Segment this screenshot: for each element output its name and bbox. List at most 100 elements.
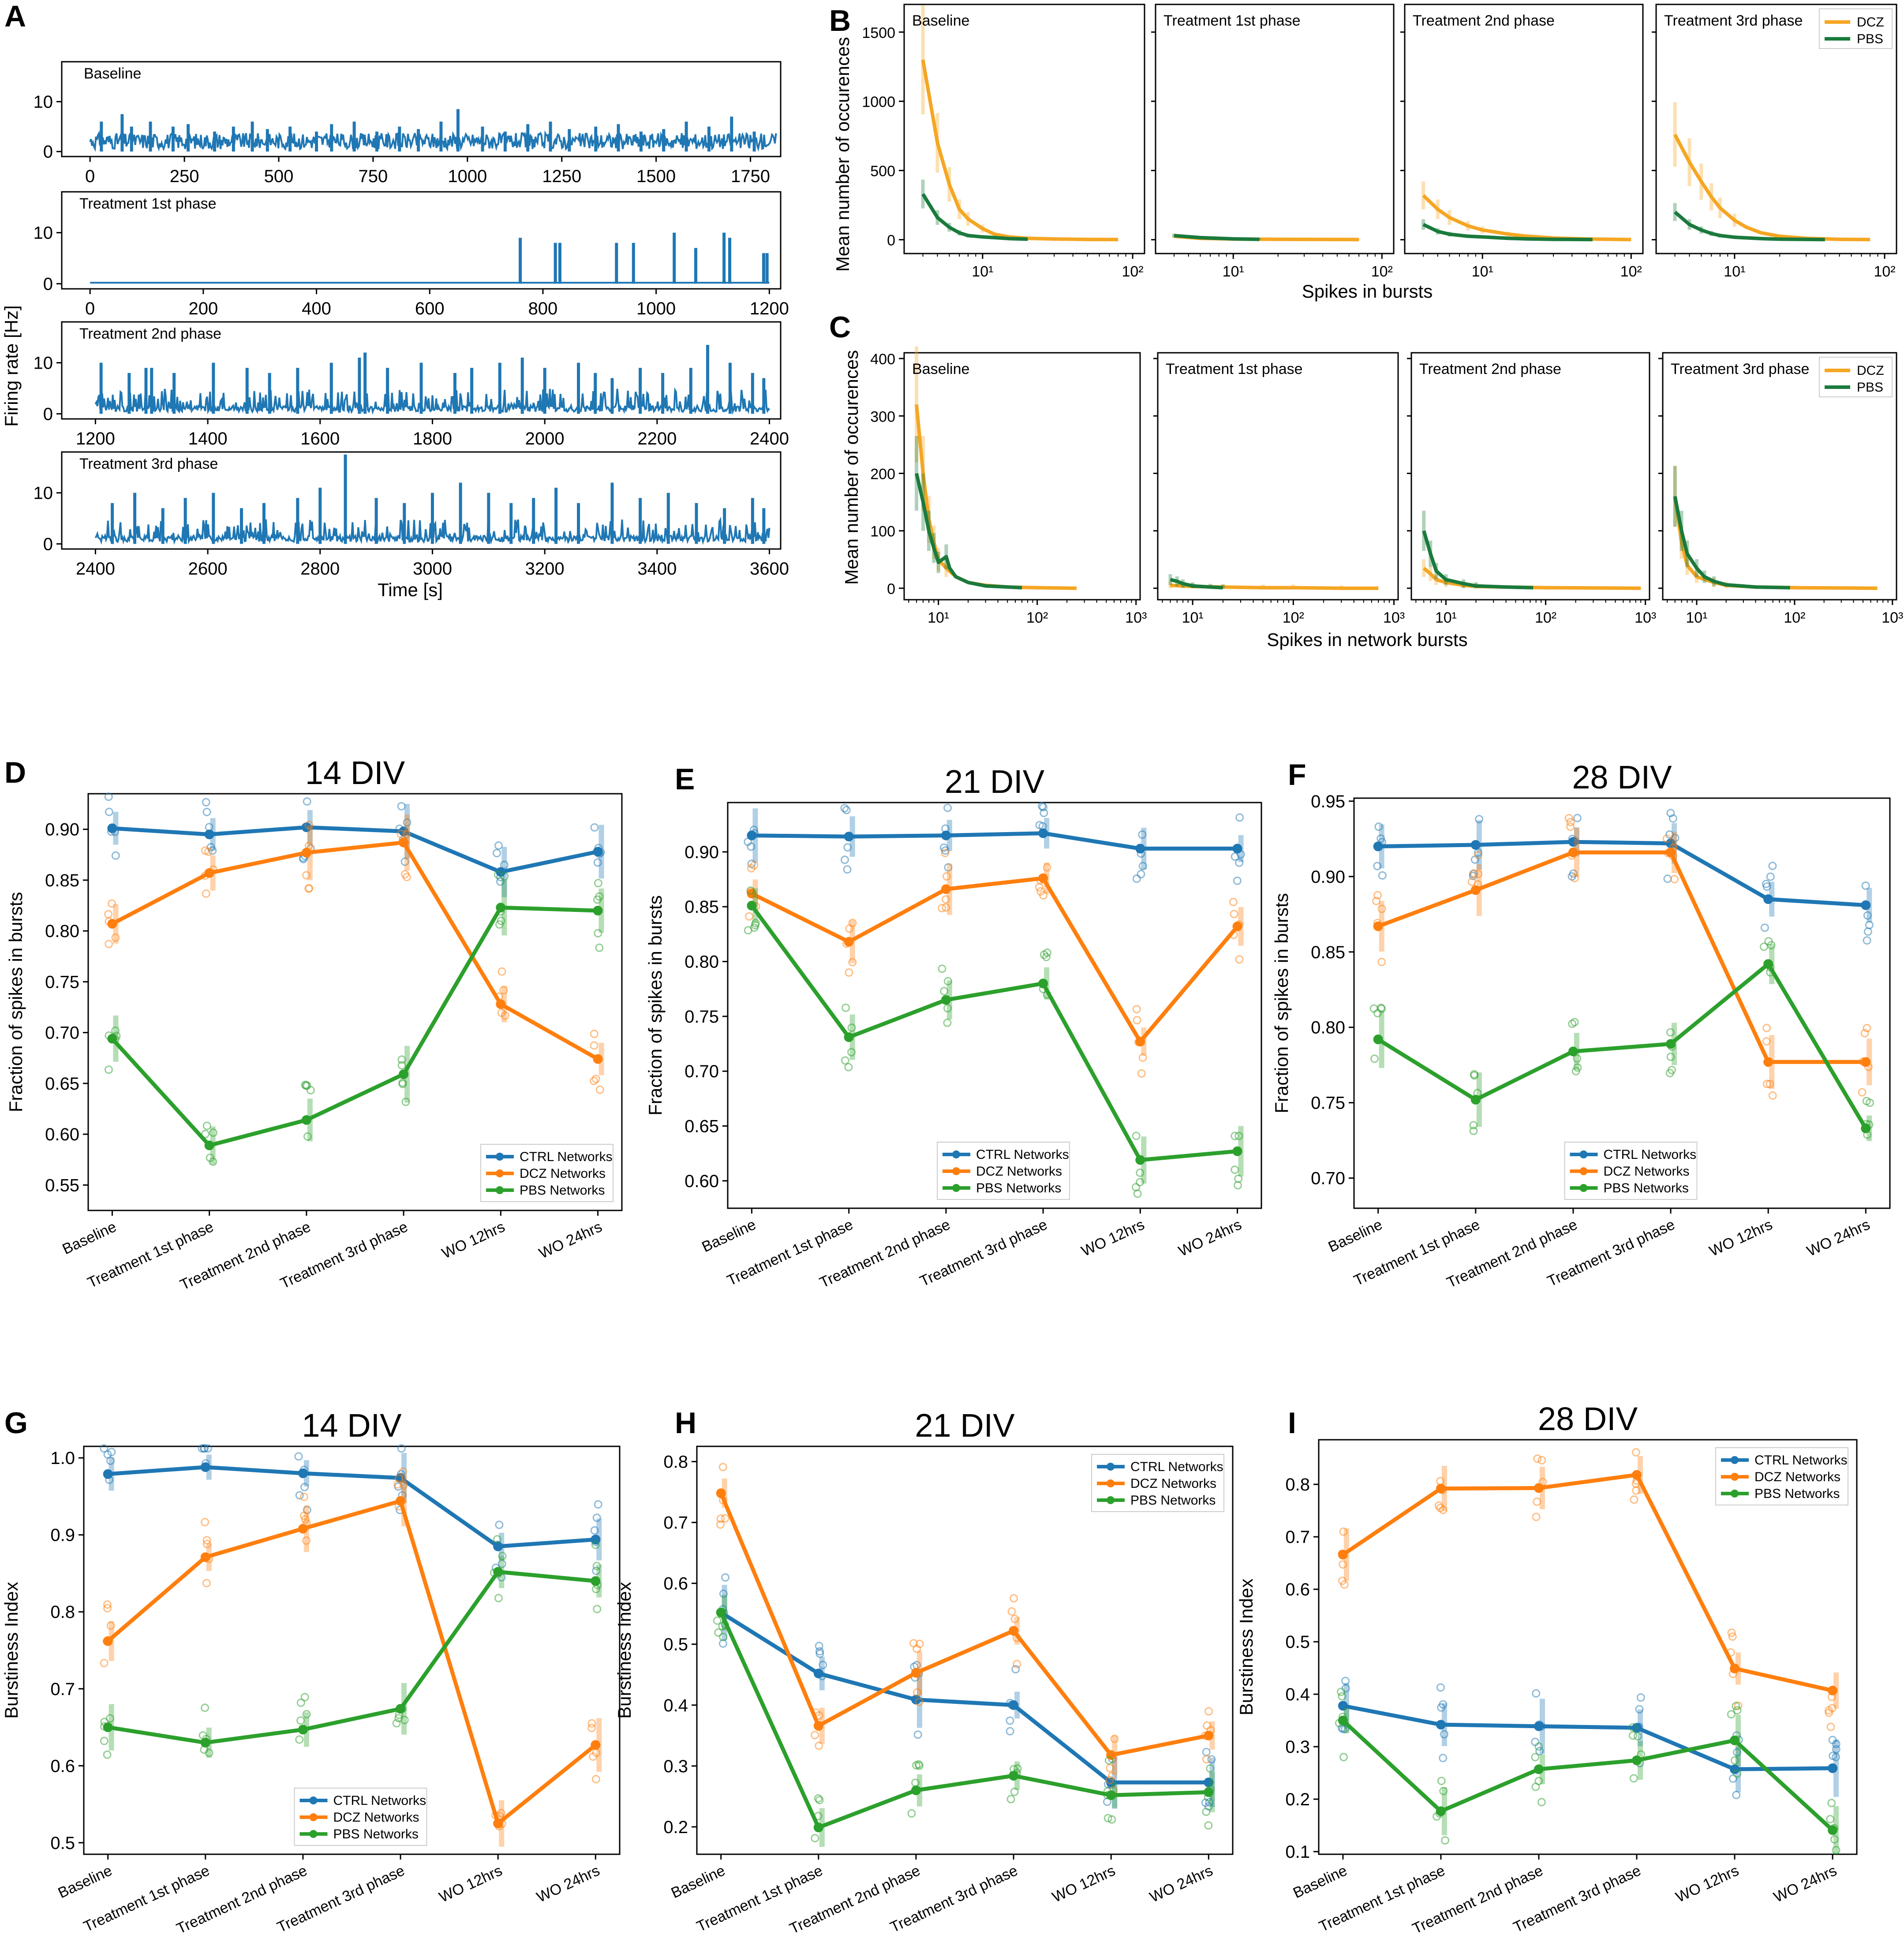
legend-box (1819, 357, 1893, 397)
xtick-label: 10¹ (1182, 609, 1204, 626)
replicate-point (590, 823, 599, 832)
mean-point (1470, 840, 1481, 850)
trace-label: Treatment 3rd phase (79, 456, 218, 472)
replicate-point (1439, 1754, 1448, 1763)
xtick-label: 1750 (731, 167, 770, 186)
xtick-label: 3200 (525, 559, 565, 579)
replicate-point (750, 861, 759, 870)
replicate-point (1727, 1628, 1736, 1637)
replicate-point (209, 1157, 217, 1166)
mean-point (204, 868, 214, 878)
xtick-label: 2600 (188, 559, 228, 579)
xtick-label: 10¹ (1686, 609, 1707, 626)
replicate-point (494, 1594, 503, 1602)
mean-point (747, 830, 757, 840)
legend-label: PBS Networks (1754, 1486, 1840, 1501)
pbs-histogram-line (921, 193, 1028, 241)
replicate-point (1440, 1730, 1448, 1739)
panel-a: A Firing rate [Hz] Time [s] Baseline0100… (1, 0, 789, 600)
ytick-label: 0.60 (685, 1172, 719, 1191)
replicate-point (1535, 1747, 1544, 1755)
series-pbs (100, 1535, 602, 1759)
mean-point (911, 1785, 921, 1796)
replicate-point (721, 1514, 729, 1523)
replicate-point (103, 1604, 112, 1613)
replicate-point (497, 1809, 505, 1818)
replicate-point (1828, 1704, 1837, 1713)
replicate-point (1338, 1692, 1347, 1701)
ytick-label: 0 (43, 534, 53, 554)
replicate-point (303, 1132, 312, 1141)
replicate-point (1138, 830, 1147, 839)
xtick-label: 2400 (76, 559, 115, 579)
replicate-point (1532, 1689, 1541, 1698)
mean-point (1232, 921, 1242, 931)
replicate-point (814, 1794, 823, 1803)
replicate-point (105, 940, 113, 949)
xtick-label: 10³ (1882, 609, 1903, 626)
mean-point (298, 1524, 308, 1534)
replicate-point (815, 1796, 824, 1804)
series-dcz (1338, 1448, 1839, 1731)
replicate-point (1474, 870, 1483, 878)
replicate-point (1106, 1776, 1115, 1785)
plot-frame (1318, 1439, 1858, 1855)
xtick-label: 10³ (1635, 609, 1656, 626)
ytick-label: 10 (34, 224, 53, 243)
ytick-label: 0.85 (45, 871, 79, 890)
replicate-point (721, 1573, 729, 1582)
replicate-point (1204, 1707, 1213, 1716)
replicate-point (1231, 1132, 1239, 1140)
replicate-point (397, 1055, 406, 1064)
panel-b: B Mean number of occurences Spikes in bu… (829, 4, 1897, 302)
xtick-label: 10² (1620, 263, 1642, 280)
replicate-point (1469, 1121, 1478, 1130)
mean-point (1632, 1470, 1642, 1480)
plot-frame (696, 1445, 1234, 1855)
mean-point (496, 999, 506, 1009)
replicate-point (1564, 814, 1573, 822)
mean-point (1763, 1057, 1773, 1067)
legend-label-dcz: DCZ (1857, 15, 1884, 30)
xtick-label: 1200 (76, 429, 115, 448)
ytick-label: 0.75 (45, 972, 79, 992)
replicate-point (1631, 1448, 1640, 1457)
ytick-label: 0.65 (45, 1074, 79, 1094)
replicate-point (1727, 1710, 1736, 1719)
legend: DCZ PBS (1819, 357, 1893, 397)
plot-frame (87, 793, 623, 1211)
replicate-point (300, 1483, 309, 1491)
y-axis-label: Burstiness Index (1, 1582, 22, 1719)
replicate-point (499, 986, 508, 995)
ytick-label: 0.3 (663, 1757, 688, 1776)
mean-point (399, 837, 409, 848)
replicate-point (912, 1761, 920, 1770)
replicate-point (915, 1697, 924, 1706)
series-line (1343, 1703, 1833, 1771)
xtick-label: 1800 (413, 429, 452, 448)
mean-point (107, 1034, 117, 1044)
panel-letter-f: F (1288, 758, 1306, 792)
xtick-label: 10¹ (972, 263, 993, 280)
replicate-point (1569, 869, 1578, 878)
mean-point (844, 937, 854, 947)
replicate-point (299, 1511, 308, 1520)
xtick-label: 10¹ (928, 609, 949, 626)
legend-swatch-marker (1579, 1167, 1588, 1175)
replicate-point (1136, 1178, 1145, 1187)
series-line (1378, 840, 1866, 908)
xtick-label: 10² (1122, 263, 1143, 280)
xtick-label: 10¹ (1472, 263, 1493, 280)
ytick-label: 300 (870, 408, 895, 425)
replicate-point (1377, 958, 1386, 967)
replicate-point (843, 843, 852, 852)
legend-swatch-marker (496, 1169, 504, 1177)
replicate-point (843, 865, 852, 874)
ytick-label: 0.55 (45, 1176, 79, 1195)
replicate-point (1230, 910, 1238, 919)
mean-point (103, 1469, 113, 1479)
replicate-point (1531, 1753, 1540, 1762)
pbs-histogram-line (1422, 223, 1593, 242)
replicate-point (1013, 1764, 1022, 1773)
subplot-title: Treatment 2nd phase (1419, 361, 1561, 377)
